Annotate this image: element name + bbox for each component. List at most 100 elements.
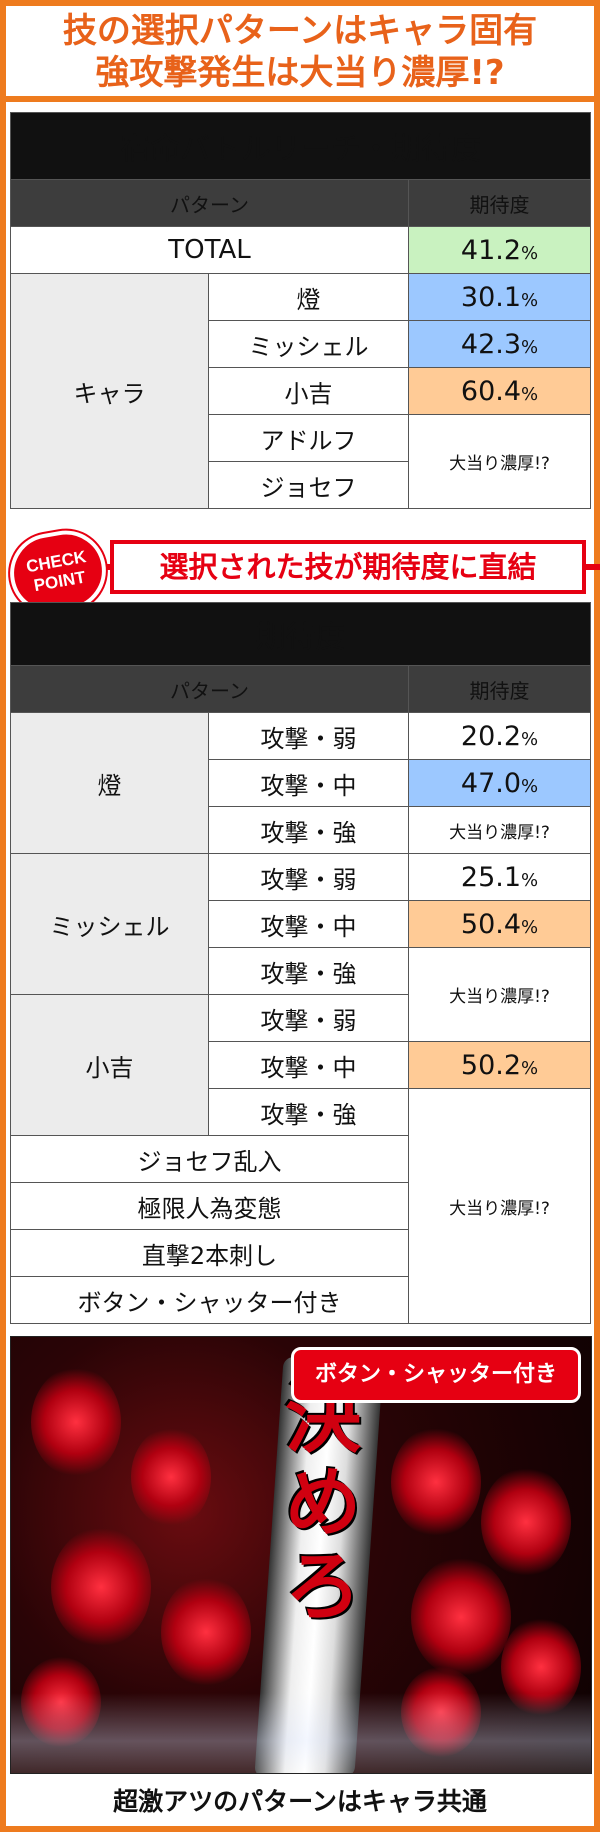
game-screen-image: 決めろ ボタン・シャッター付き (10, 1336, 592, 1774)
attack-pattern: 攻撃・弱 (208, 853, 409, 901)
table-row: ジョセフ (11, 461, 591, 509)
percent-sign: % (521, 728, 539, 750)
banner-line-1: 技の選択パターンはキャラ固有 (62, 11, 538, 51)
character-name: 小吉 (208, 367, 409, 415)
table-row: 攻撃・中 47.0% (11, 759, 592, 807)
column-header-pattern: パターン (10, 179, 409, 227)
table-row: キャラ 燈 30.1% (10, 273, 592, 509)
special-pattern: ジョセフ乱入 (10, 1135, 409, 1183)
jackpot-likely-label: 大当り濃厚!? (407, 806, 592, 854)
table-title-row: 期待度 (9, 602, 592, 666)
value-number: 20.2 (460, 720, 522, 752)
table-header-row: パターン 期待度 (10, 179, 592, 227)
value-number: 30.1 (460, 281, 522, 313)
column-header-expectation: 期待度 (407, 179, 592, 227)
table-row: ジョセフ乱入 (10, 1135, 591, 1183)
value-number: 60.4 (460, 375, 522, 407)
special-pattern: ボタン・シャッター付き (10, 1276, 409, 1324)
percent-sign: % (521, 869, 539, 891)
red-glow (501, 1617, 581, 1717)
table-row: アドルフ 大当り濃厚!? (11, 414, 592, 509)
red-glow (401, 1667, 481, 1757)
percent-sign: % (521, 1057, 539, 1079)
attack-pattern: 攻撃・強 (208, 947, 409, 995)
red-glow (51, 1527, 151, 1647)
special-pattern: 直撃2本刺し (10, 1229, 409, 1277)
expectation-table: 期待度 パターン 期待度 燈 攻撃・弱 20.2% 攻撃・中 47.0% 攻撃・… (9, 602, 592, 1324)
value-number: 42.3 (460, 328, 522, 360)
character-name: ミッシェル (10, 853, 209, 995)
character-name: ミッシェル (208, 320, 409, 368)
expectation-value: 25.1% (407, 853, 592, 901)
table-title: 期待度 (9, 602, 592, 666)
column-header-pattern: パターン (10, 665, 409, 713)
red-glow (31, 1367, 121, 1477)
check-point-text: 選択された技が期待度に直結 (110, 540, 586, 594)
attack-pattern: 攻撃・強 (208, 806, 409, 854)
total-value-number: 41.2 (460, 234, 522, 266)
table-row: 極限人為変態 (10, 1182, 591, 1230)
attack-pattern: 攻撃・中 (208, 1041, 409, 1089)
total-label: TOTAL (10, 226, 409, 274)
red-glow (21, 1657, 101, 1747)
percent-sign: % (521, 383, 539, 405)
value-number: 50.4 (460, 908, 522, 940)
table-row: 攻撃・強 大当り濃厚!? (11, 947, 592, 1042)
character-group-label: キャラ (10, 273, 209, 509)
attack-pattern: 攻撃・中 (208, 900, 409, 948)
table-row: 攻撃・強 大当り濃厚!? (11, 1088, 592, 1324)
red-glow (481, 1467, 571, 1577)
expectation-value: 60.4% (407, 367, 592, 415)
table-title: 宿命バトルリーチ・期待度 (9, 112, 592, 180)
red-glow (131, 1427, 211, 1527)
table-row: 燈 攻撃・弱 20.2% (10, 712, 592, 854)
expectation-value: 50.4% (407, 900, 592, 948)
jackpot-likely-label: 大当り濃厚!? (407, 1088, 592, 1324)
top-banner: 技の選択パターンはキャラ固有 強攻撃発生は大当り濃厚!? (6, 6, 594, 100)
percent-sign: % (521, 289, 539, 311)
banner-separator (0, 96, 600, 102)
bottom-caption: 超激アツのパターンはキャラ共通 (113, 1787, 487, 1816)
attack-pattern: 攻撃・中 (208, 759, 409, 807)
table-row: 攻撃・中 50.4% (11, 900, 592, 948)
jackpot-likely-label: 大当り濃厚!? (407, 414, 592, 509)
special-pattern: 極限人為変態 (10, 1182, 409, 1230)
kanji-logo: 決めろ (285, 1374, 361, 1631)
fate-battle-table: 宿命バトルリーチ・期待度 パターン 期待度 TOTAL 41.2% キャラ 燈 … (9, 112, 592, 509)
value-number: 47.0 (460, 767, 522, 799)
character-name: 小吉 (10, 994, 209, 1136)
red-glow (391, 1427, 481, 1537)
percent-sign: % (521, 916, 539, 938)
percent-sign: % (521, 775, 539, 797)
red-glow (411, 1557, 511, 1677)
expectation-value: 30.1% (407, 273, 592, 321)
total-value: 41.2% (407, 226, 592, 274)
value-number: 50.2 (460, 1049, 522, 1081)
expectation-value: 50.2% (407, 1041, 592, 1089)
jackpot-likely-label: 大当り濃厚!? (407, 947, 592, 1042)
value-number: 25.1 (460, 861, 522, 893)
character-name: ジョセフ (208, 461, 409, 509)
expectation-value: 42.3% (407, 320, 592, 368)
expectation-value: 47.0% (407, 759, 592, 807)
column-header-expectation: 期待度 (407, 665, 592, 713)
button-shutter-tag: ボタン・シャッター付き (291, 1347, 581, 1403)
table-row: 小吉 攻撃・弱 (10, 994, 591, 1136)
banner-line-2: 強攻撃発生は大当り濃厚!? (95, 53, 505, 93)
red-glow (161, 1577, 251, 1687)
attack-pattern: 攻撃・弱 (208, 712, 409, 760)
expectation-value: 20.2% (407, 712, 592, 760)
attack-pattern: 攻撃・弱 (208, 994, 409, 1042)
table-row-total: TOTAL 41.2% (10, 226, 592, 274)
table-header-row: パターン 期待度 (10, 665, 592, 713)
check-point-section: CHECK POINT 選択された技が期待度に直結 (0, 516, 600, 620)
percent-sign: % (521, 336, 539, 358)
character-name: 燈 (10, 712, 209, 854)
table-row: ボタン・シャッター付き (10, 1276, 591, 1324)
table-row: ミッシェル 攻撃・弱 25.1% (10, 853, 592, 995)
glass-reflection (11, 1693, 591, 1773)
table-title-row: 宿命バトルリーチ・期待度 (9, 112, 592, 180)
percent-sign: % (521, 242, 539, 264)
character-name: アドルフ (208, 414, 409, 462)
attack-pattern: 攻撃・強 (208, 1088, 409, 1136)
